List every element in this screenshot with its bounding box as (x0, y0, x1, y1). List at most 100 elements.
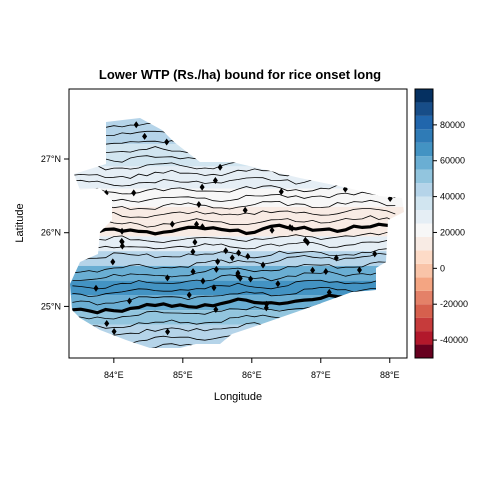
colorbar-swatch (415, 344, 433, 358)
contour-line (72, 248, 396, 261)
contour-marker (110, 258, 116, 266)
contour-marker (260, 261, 266, 269)
x-tick-label: 85°E (173, 370, 193, 380)
contour-line (72, 240, 396, 252)
contour-marker (245, 252, 251, 260)
contour-line (72, 268, 396, 290)
contour-marker (223, 247, 229, 255)
y-tick-label: 27°N (41, 154, 61, 164)
contour-marker (356, 266, 362, 274)
contour-marker (269, 226, 275, 234)
colorbar-swatch (415, 223, 433, 237)
x-axis: 84°E 85°E 86°E 87°E 88°E (104, 358, 400, 380)
colorbar-tick-label: 80000 (440, 120, 465, 130)
colorbar-swatch (415, 102, 433, 116)
contour-line (72, 285, 396, 306)
contour-marker (229, 254, 235, 262)
colorbar-swatch (415, 129, 433, 143)
colorbar-swatch (415, 277, 433, 291)
contour-line (72, 191, 396, 203)
contour-marker (289, 224, 295, 232)
colorbar-swatch (415, 156, 433, 170)
colorbar-swatch (415, 250, 433, 264)
contour-marker (200, 277, 206, 285)
x-axis-label: Longitude (214, 391, 262, 403)
contour-marker (372, 250, 378, 258)
colorbar-swatch (415, 317, 433, 332)
contour-marker (333, 254, 339, 262)
contour-marker (119, 238, 125, 246)
heatmap-band (70, 251, 404, 266)
contour-line (72, 222, 396, 237)
contour-line (72, 199, 396, 210)
contour-marker (196, 201, 202, 209)
contour-marker (278, 188, 284, 196)
contour-line (72, 215, 396, 228)
chart-title: Lower WTP (Rs./ha) bound for rice onset … (99, 67, 381, 82)
contour-marker (126, 297, 132, 305)
x-tick-label: 87°E (311, 370, 331, 380)
colorbar-tick-label: 20000 (440, 227, 465, 237)
y-tick-label: 25°N (41, 301, 61, 311)
colorbar-swatch (415, 331, 433, 345)
contour-marker (235, 271, 241, 279)
colorbar-tick-label: 0 (440, 263, 445, 273)
contour-marker (275, 280, 281, 288)
y-axis: 25°N 26°N 27°N (41, 154, 69, 311)
contour-marker (190, 248, 196, 256)
contour-marker (192, 238, 198, 246)
colorbar-swatch (415, 263, 433, 278)
contour-marker (164, 138, 170, 146)
contour-marker (93, 284, 99, 292)
contour-marker (164, 274, 170, 282)
y-tick-label: 26°N (41, 228, 61, 238)
contour-marker (212, 176, 218, 184)
contour-marker (199, 183, 205, 191)
contour-marker (323, 268, 329, 276)
x-tick-label: 84°E (104, 370, 124, 380)
y-axis-label: Latitude (14, 203, 26, 242)
colorbar-swatch (415, 142, 433, 157)
contour-marker (186, 291, 192, 299)
contour-marker (111, 327, 117, 335)
contour-marker (165, 328, 171, 336)
contour-marker (310, 266, 316, 274)
contour-line (72, 252, 396, 274)
colorbar-tick-label: 60000 (440, 156, 465, 166)
contour-line (72, 277, 396, 298)
contour-marker (213, 265, 219, 273)
colorbar-tick-label: -40000 (440, 335, 468, 345)
plot-frame (68, 88, 408, 359)
contour-line (72, 259, 396, 281)
colorbar-frame (414, 88, 434, 359)
contour-marker (242, 206, 248, 214)
colorbar-swatch (415, 115, 433, 130)
contour-line (72, 231, 396, 243)
colorbar-swatch (415, 236, 433, 251)
contour-marker (119, 227, 125, 235)
colorbar-swatch (415, 210, 433, 224)
contour-marker (131, 189, 137, 197)
contour-marker (194, 220, 200, 228)
x-tick-label: 88°E (380, 370, 400, 380)
contour-marker (305, 239, 311, 247)
heatmap-band (70, 206, 404, 222)
contour-marker (199, 223, 205, 231)
colorbar-swatch (415, 169, 433, 184)
plot-area: 84°E 85°E 86°E 87°E 88°E 25°N 26°N 27°N (41, 88, 408, 380)
contour-line (72, 208, 396, 219)
contour-marker (104, 319, 110, 327)
colorbar: 80000 60000 40000 20000 0 -20000 -40000 (414, 88, 468, 359)
contour-marker (119, 242, 125, 250)
colorbar-swatch (415, 183, 433, 197)
colorbar-swatch (415, 304, 433, 318)
colorbar-swatch (415, 196, 433, 211)
heatmap-band (70, 280, 404, 296)
heatmap-band (70, 236, 404, 252)
colorbar-tick-label: -20000 (440, 299, 468, 309)
colorbar-swatch (415, 290, 433, 305)
contour-marker (326, 288, 332, 296)
contour-marker (213, 305, 219, 313)
colorbar-swatch (415, 89, 433, 103)
